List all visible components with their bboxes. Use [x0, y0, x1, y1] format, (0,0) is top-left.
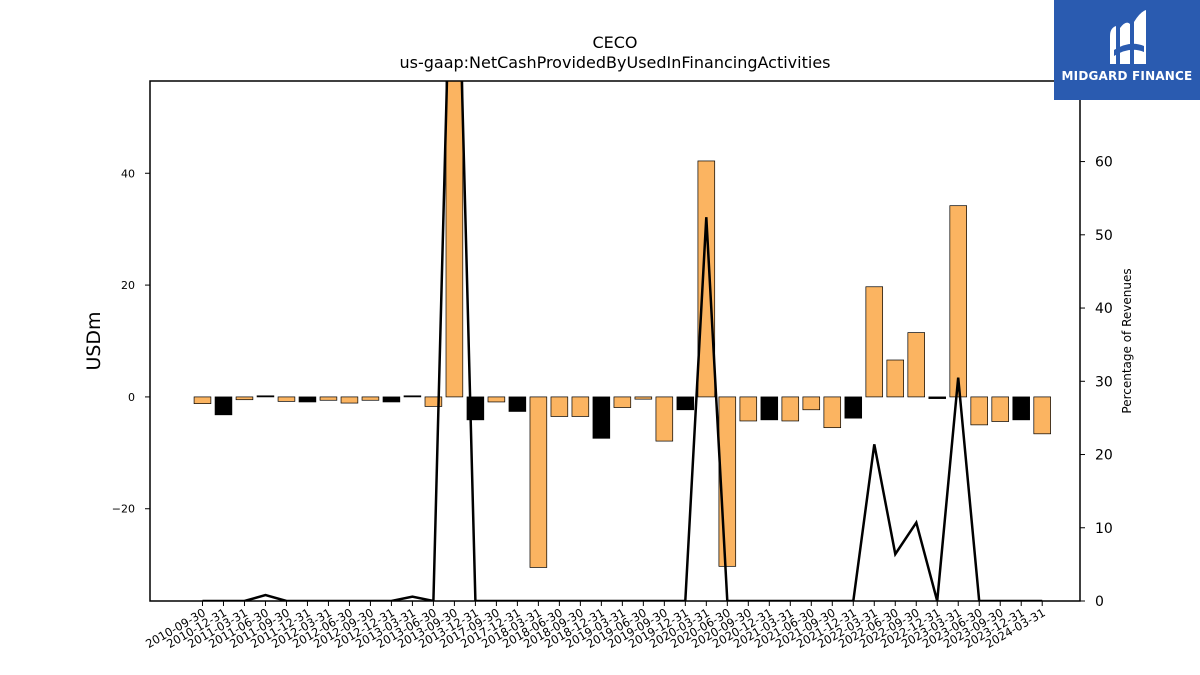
y-tick-label: 20: [121, 279, 135, 292]
y2-tick-label: 30: [1095, 374, 1113, 390]
bar-2021-09-30: [823, 396, 842, 429]
bar-2012-09-30: [361, 396, 380, 401]
y2-tick-label: 10: [1095, 521, 1113, 537]
y-tick-label: −20: [112, 503, 135, 516]
bar-2022-03-31: [865, 286, 884, 398]
percentage-line: [202, 81, 1043, 601]
chart-title: CECO: [592, 33, 637, 52]
bar-2020-03-31: [697, 160, 716, 398]
y2-tick-label: 0: [1095, 594, 1104, 610]
y-axis-label: USDm: [83, 311, 105, 370]
logo-text: MIDGARD FINANCE: [1061, 69, 1193, 83]
bar-2013-03-31: [403, 395, 422, 398]
bar-2018-03-31: [529, 396, 548, 568]
bar-2019-09-30: [655, 396, 674, 442]
bar-2011-09-30: [277, 396, 296, 402]
bar-2021-06-30: [802, 396, 821, 411]
midgard-logo-icon: [1110, 10, 1146, 65]
bar-2012-06-30: [340, 396, 359, 404]
bar-2013-06-30: [424, 396, 443, 407]
bar-2017-09-30: [487, 396, 506, 403]
bar-2012-03-31: [319, 396, 338, 401]
bar-2024-03-31: [1033, 396, 1051, 435]
bar-2011-12-31: [298, 396, 317, 403]
bar-2023-12-31: [1012, 396, 1030, 421]
bar-2020-12-31: [760, 396, 779, 421]
bar-2019-06-30: [634, 396, 653, 400]
bar-2023-09-30: [991, 396, 1009, 422]
line-layer: [202, 81, 1043, 601]
y2-tick-label: 20: [1095, 448, 1113, 464]
left-axis: −20 0 20 40: [112, 167, 150, 516]
bar-2022-12-31: [928, 396, 946, 399]
bar-2011-03-31: [235, 396, 254, 401]
bar-2020-09-30: [739, 396, 758, 422]
midgard-finance-logo: MIDGARD FINANCE: [1054, 0, 1200, 100]
bar-2021-03-31: [781, 396, 800, 422]
bar-2011-06-30: [256, 395, 275, 398]
bar-2017-12-31: [508, 396, 527, 412]
bar-2018-12-31: [592, 396, 611, 439]
bars-layer: [193, 81, 1051, 568]
y2-tick-label: 50: [1095, 228, 1113, 244]
bar-2019-12-31: [676, 396, 695, 411]
bar-2019-03-31: [613, 396, 632, 408]
bar-2023-03-31: [949, 205, 967, 398]
bar-2021-12-31: [844, 396, 863, 419]
bar-2023-06-30: [970, 396, 988, 426]
bar-2012-12-31: [382, 396, 401, 403]
bar-2022-09-30: [907, 332, 926, 398]
chart-subtitle: us-gaap:NetCashProvidedByUsedInFinancing…: [399, 53, 830, 72]
y2-tick-label: 40: [1095, 301, 1113, 317]
y-tick-label: 0: [128, 391, 135, 404]
bar-2022-06-30: [886, 359, 905, 398]
bar-2010-12-31: [214, 396, 233, 416]
y2-tick-label: 60: [1095, 155, 1113, 171]
bar-2018-06-30: [550, 396, 569, 417]
bar-2018-09-30: [571, 396, 590, 417]
y2-axis-label: Percentage of Revenues: [1120, 268, 1134, 413]
bar-2010-09-30: [193, 396, 212, 404]
y-tick-label: 40: [121, 167, 135, 180]
right-axis: 0 10 20 30 40 50 60: [1080, 155, 1113, 610]
bar-2013-09-30: [445, 81, 464, 398]
x-axis: 2010-09-302010-12-312011-03-312011-06-30…: [143, 601, 1048, 651]
plot-frame: [149, 80, 1081, 602]
